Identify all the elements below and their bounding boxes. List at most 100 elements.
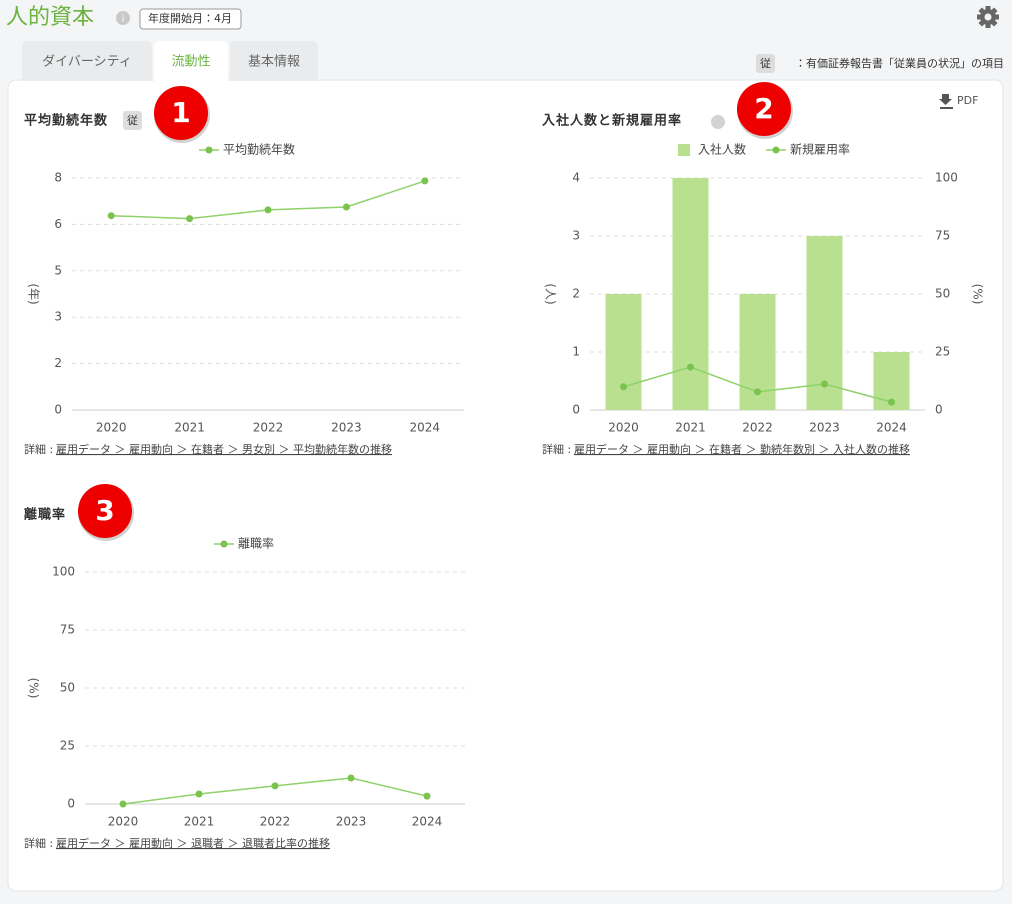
tab[interactable]: 基本情報	[230, 41, 318, 81]
note-badge	[756, 54, 775, 73]
y-tick-label: 0	[572, 403, 580, 417]
info-icon[interactable]	[711, 115, 725, 129]
download-icon	[939, 94, 953, 109]
tab-bg	[154, 41, 228, 81]
y-tick-label: 0	[67, 797, 75, 811]
axis-label: (%)	[27, 678, 41, 699]
detail-label: 詳細 :	[24, 442, 53, 456]
legend-dot	[772, 146, 780, 154]
point	[754, 388, 761, 396]
legend-label: 離職率	[238, 537, 274, 551]
callout-number: 1	[171, 96, 190, 129]
legend-label: 平均勤続年数	[223, 142, 295, 157]
note-badge-text: 従	[760, 57, 771, 70]
point	[271, 782, 279, 790]
tab[interactable]: 流動性	[154, 41, 228, 81]
y-tick-label: 6	[54, 217, 62, 231]
x-tick-label: 2021	[174, 421, 205, 435]
y-tick-label: 4	[572, 171, 580, 185]
fiscal-badge-text: 年度開始月：4月	[148, 11, 232, 25]
chart-title: 離職率	[24, 507, 66, 523]
tab-label: 基本情報	[248, 55, 300, 70]
info-icon[interactable]	[116, 11, 130, 25]
detail-link[interactable]: 雇用データ ＞ 雇用動向 ＞ 在籍者 ＞ 勤続年数別 ＞ 入社人数の推移	[574, 442, 910, 456]
pdf-button[interactable]: PDF	[939, 94, 978, 109]
x-tick-label: 2024	[410, 421, 441, 435]
x-tick-label: 2021	[675, 421, 706, 435]
point	[620, 383, 627, 391]
x-tick-label: 2020	[608, 421, 639, 435]
tab[interactable]: ダイバーシティ	[22, 41, 152, 81]
x-tick-label: 2024	[876, 421, 907, 435]
legend-item[interactable]: 平均勤続年数	[199, 142, 295, 157]
chart-title: 平均勤続年数	[24, 113, 108, 129]
legend-label: 新規雇用率	[790, 142, 850, 157]
tab-label: 流動性	[171, 55, 210, 70]
tab-bg	[230, 41, 318, 81]
point	[264, 206, 272, 214]
callout	[737, 82, 791, 136]
callout-number: 3	[95, 494, 114, 527]
legend-item[interactable]: 離職率	[214, 537, 274, 551]
y2-tick-label: 25	[935, 345, 950, 359]
point	[107, 212, 115, 220]
x-tick-label: 2022	[742, 421, 773, 435]
fiscal-badge	[139, 8, 242, 30]
legend-item[interactable]: 新規雇用率	[766, 142, 850, 157]
tab-label: ダイバーシティ	[42, 55, 132, 70]
point	[687, 363, 694, 371]
pdf-label: PDF	[957, 94, 978, 107]
y-tick-label: 3	[572, 229, 580, 243]
card	[7, 79, 1004, 892]
y-tick-label: 75	[60, 623, 75, 637]
axis-label: (%)	[971, 284, 985, 305]
point	[186, 215, 194, 223]
x-tick-label: 2023	[331, 421, 362, 435]
tab-bg	[22, 41, 152, 81]
callout	[154, 86, 208, 140]
point	[821, 380, 828, 388]
note-text: ：有価証券報告書「従業員の状況」の項目	[795, 56, 1004, 70]
detail-link[interactable]: 雇用データ ＞ 雇用動向 ＞ 在籍者 ＞ 男女別 ＞ 平均勤続年数の推移	[56, 442, 392, 456]
chart-title: 入社人数と新規雇用率	[541, 113, 682, 129]
y-tick-label: 2	[54, 356, 62, 370]
y-tick-label: 8	[54, 171, 62, 185]
callout	[78, 484, 132, 538]
y-tick-label: 25	[60, 739, 75, 753]
callout-number: 2	[754, 92, 773, 125]
detail-link[interactable]: 雇用データ ＞ 雇用動向 ＞ 退職者 ＞ 退職者比率の推移	[56, 836, 330, 850]
y2-tick-label: 50	[935, 287, 950, 301]
legend-swatch	[678, 144, 690, 156]
x-tick-label: 2020	[96, 421, 127, 435]
point	[347, 774, 355, 782]
x-tick-label: 2024	[412, 815, 443, 829]
axis-label: (年)	[27, 283, 41, 304]
detail-label: 詳細 :	[542, 442, 571, 456]
legend-item[interactable]: 入社人数	[678, 142, 746, 157]
y-tick-label: 100	[52, 565, 75, 579]
chart-badge	[123, 111, 142, 130]
bar	[605, 294, 642, 410]
y-tick-label: 5	[54, 263, 62, 277]
bar	[672, 178, 709, 410]
page-title: 人的資本	[6, 5, 94, 30]
legend-label: 入社人数	[698, 142, 746, 157]
y-tick-label: 1	[572, 345, 580, 359]
y-tick-label: 3	[54, 310, 62, 324]
detail-label: 詳細 :	[24, 836, 53, 850]
y2-tick-label: 100	[935, 171, 958, 185]
point	[421, 177, 429, 185]
x-tick-label: 2021	[184, 815, 215, 829]
y2-tick-label: 0	[935, 403, 943, 417]
legend-dot	[205, 146, 213, 154]
settings-icon[interactable]	[977, 6, 999, 28]
point	[119, 800, 127, 808]
x-tick-label: 2023	[809, 421, 840, 435]
x-tick-label: 2022	[260, 815, 291, 829]
chart-badge-text: 従	[127, 114, 138, 127]
info-glyph: i	[122, 14, 125, 25]
y-tick-label: 2	[572, 287, 580, 301]
y-tick-label: 50	[60, 681, 75, 695]
x-tick-label: 2020	[108, 815, 139, 829]
